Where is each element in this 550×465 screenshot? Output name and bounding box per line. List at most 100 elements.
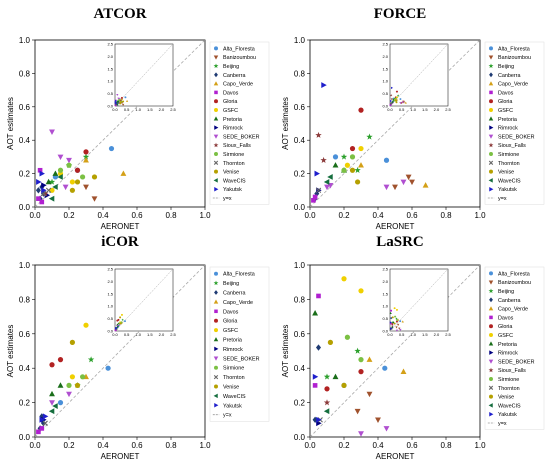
data-point-davos — [36, 429, 41, 435]
data-point-sioux-falls — [315, 131, 322, 138]
data-point-venise — [69, 187, 76, 193]
legend-entry: Beijing — [223, 64, 239, 70]
inset-point-wavecis — [116, 326, 119, 329]
data-point-wavecis — [52, 403, 58, 409]
data-point-capo-verde — [120, 170, 127, 176]
inset-point-yakutsk — [115, 99, 118, 103]
x-tick-label: 0.0 — [304, 211, 316, 220]
inset-y-tick-label: 1.5 — [382, 66, 388, 71]
x-tick-label: 0.6 — [406, 441, 418, 450]
x-tick-label: 0.8 — [165, 441, 177, 450]
legend-entry: SEDE_BOKER — [498, 134, 535, 140]
legend-entry: Venise — [223, 385, 239, 391]
data-point-capo-verde — [83, 157, 89, 163]
legend-marker — [214, 290, 218, 295]
data-point-venise — [74, 179, 81, 185]
legend-entry: Yakutsk — [498, 412, 517, 418]
legend-entry: Venise — [498, 170, 514, 176]
legend-marker — [213, 134, 219, 139]
legend-marker — [214, 46, 218, 51]
panel-title: ATCOR — [93, 6, 146, 22]
y-tick-label: 0.2 — [19, 170, 31, 179]
legend-marker — [488, 160, 494, 165]
x-tick-label: 0.2 — [338, 441, 350, 450]
legend: Alta_Floresta Banizoumbou Beijing Canberra C… — [484, 266, 545, 430]
x-tick-label: 0.4 — [97, 441, 109, 450]
legend-entry: Davos — [498, 90, 514, 96]
legend-marker — [213, 116, 219, 121]
data-point-sede-boker — [383, 426, 390, 432]
legend-entry: Canberra — [223, 73, 245, 79]
data-point-beijing — [87, 356, 95, 363]
legend-marker — [488, 142, 494, 148]
plot-frame — [309, 39, 481, 208]
legend-entry: GSFC — [223, 328, 238, 334]
data-point-sede-boker — [383, 184, 390, 191]
legend-marker — [213, 55, 219, 60]
legend-entry: Sirmione — [498, 152, 519, 158]
data-point-pretoria — [57, 382, 64, 388]
legend-entry: SEDE_BOKER — [223, 134, 260, 140]
data-point-yakutsk — [314, 170, 320, 177]
y-tick-label: 1.0 — [19, 261, 31, 270]
inset-point-banizoumbou — [397, 323, 400, 326]
legend: Alta_Floresta Banizoumbou Beijing Canberra C… — [209, 41, 270, 205]
legend-entry: Davos — [223, 90, 239, 96]
data-point-pretoria — [52, 170, 59, 176]
inset-point-sioux-falls — [391, 324, 394, 328]
x-tick-label: 0.8 — [440, 211, 452, 220]
inset-point-venise — [119, 322, 122, 325]
legend-marker — [489, 271, 493, 276]
panel-title: iCOR — [101, 234, 139, 250]
data-point-yakutsk — [321, 82, 327, 89]
legend-marker — [213, 142, 219, 148]
inset-identity-line — [114, 43, 174, 107]
inset-point-wavecis — [391, 101, 394, 104]
legend-marker — [213, 160, 219, 165]
x-axis-label: AERONET — [376, 452, 415, 461]
inset-point-yakutsk — [390, 99, 393, 103]
data-point-pretoria — [45, 178, 52, 185]
data-point-sirmione — [79, 374, 86, 380]
x-tick-label: 0.4 — [372, 211, 384, 220]
inset-point-gsfc — [395, 308, 398, 311]
data-point-gloria — [349, 145, 356, 152]
inset-y-tick-label: 1.0 — [107, 304, 113, 309]
plot-frame — [34, 264, 206, 438]
inset-y-tick-label: 1.5 — [107, 66, 113, 71]
legend-marker — [214, 108, 218, 112]
inset-x-tick-label: 0.5 — [399, 107, 405, 112]
panel-title: LaSRC — [376, 234, 424, 250]
legend-marker — [489, 72, 493, 78]
inset-point-gloria — [120, 96, 123, 99]
legend-entry: Yakutsk — [223, 403, 242, 409]
data-point-sede-boker — [49, 129, 55, 135]
data-point-davos — [39, 199, 45, 205]
x-tick-label: 0.6 — [131, 441, 143, 450]
inset-point-gsfc — [393, 307, 396, 310]
inset-y-tick-label: 2.0 — [107, 279, 113, 284]
data-point-thornton — [45, 187, 52, 193]
inset-point-sede-boker — [116, 93, 119, 97]
inset-y-tick-label: 0.0 — [107, 329, 113, 334]
y-tick-label: 0.8 — [19, 69, 31, 78]
legend-marker — [214, 72, 218, 78]
legend-entry: y=x — [223, 196, 232, 202]
legend-entry: Davos — [223, 309, 239, 315]
legend-entry: Banizoumbou — [223, 55, 256, 61]
data-point-capo-verde — [422, 182, 429, 188]
inset-y-tick-label: 1.0 — [107, 79, 113, 84]
inset-point-sede-boker — [395, 329, 399, 332]
inset-point-pretoria — [392, 321, 395, 324]
data-point-wavecis — [48, 408, 55, 415]
legend-marker — [489, 46, 493, 51]
legend-entry: Gloria — [223, 319, 237, 325]
data-point-davos — [37, 167, 43, 173]
inset-point-wavecis — [116, 101, 119, 105]
inset-x-tick-label: 0.5 — [124, 332, 130, 337]
legend-entry: y=x — [498, 421, 507, 427]
data-markers — [311, 82, 429, 203]
data-point-davos — [311, 198, 316, 203]
x-tick-label: 0.0 — [29, 211, 41, 220]
legend-marker — [213, 299, 219, 304]
